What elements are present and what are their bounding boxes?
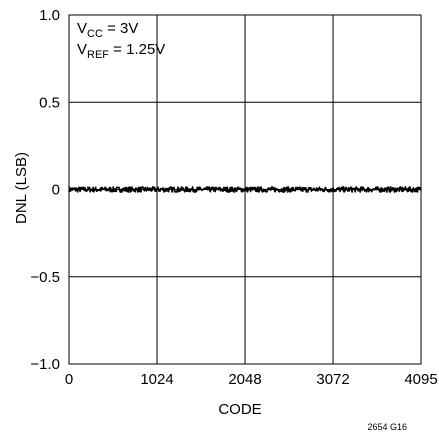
y-tick-label-2: 0 bbox=[52, 182, 60, 199]
y-tick-labels: 1.0 0.5 0 −0.5 −1.0 bbox=[30, 7, 60, 373]
y-tick-label-0: 1.0 bbox=[39, 7, 60, 24]
y-tick-label-1: 0.5 bbox=[39, 94, 60, 111]
dnl-series-line-0 bbox=[68, 186, 422, 193]
x-tick-label-3: 3072 bbox=[316, 371, 349, 388]
x-tick-label-2: 2048 bbox=[228, 371, 261, 388]
plot-frame bbox=[68, 14, 422, 365]
figure-code: 2654 G16 bbox=[367, 422, 407, 432]
annotation-vcc: VCC = 3V bbox=[77, 20, 138, 40]
y-tick-label-4: −1.0 bbox=[30, 356, 60, 373]
x-tick-labels: 0 1024 2048 3072 4095 bbox=[65, 371, 438, 388]
x-tick-label-4: 4095 bbox=[404, 371, 437, 388]
annotation-vref: VREF = 1.25V bbox=[77, 41, 165, 61]
y-tick-label-3: −0.5 bbox=[30, 269, 60, 286]
x-tick-label-0: 0 bbox=[65, 371, 73, 388]
x-axis-label: CODE bbox=[218, 401, 261, 418]
x-tick-label-1: 1024 bbox=[140, 371, 173, 388]
dnl-trace bbox=[68, 186, 422, 193]
y-axis-label: DNL (LSB) bbox=[13, 152, 30, 224]
